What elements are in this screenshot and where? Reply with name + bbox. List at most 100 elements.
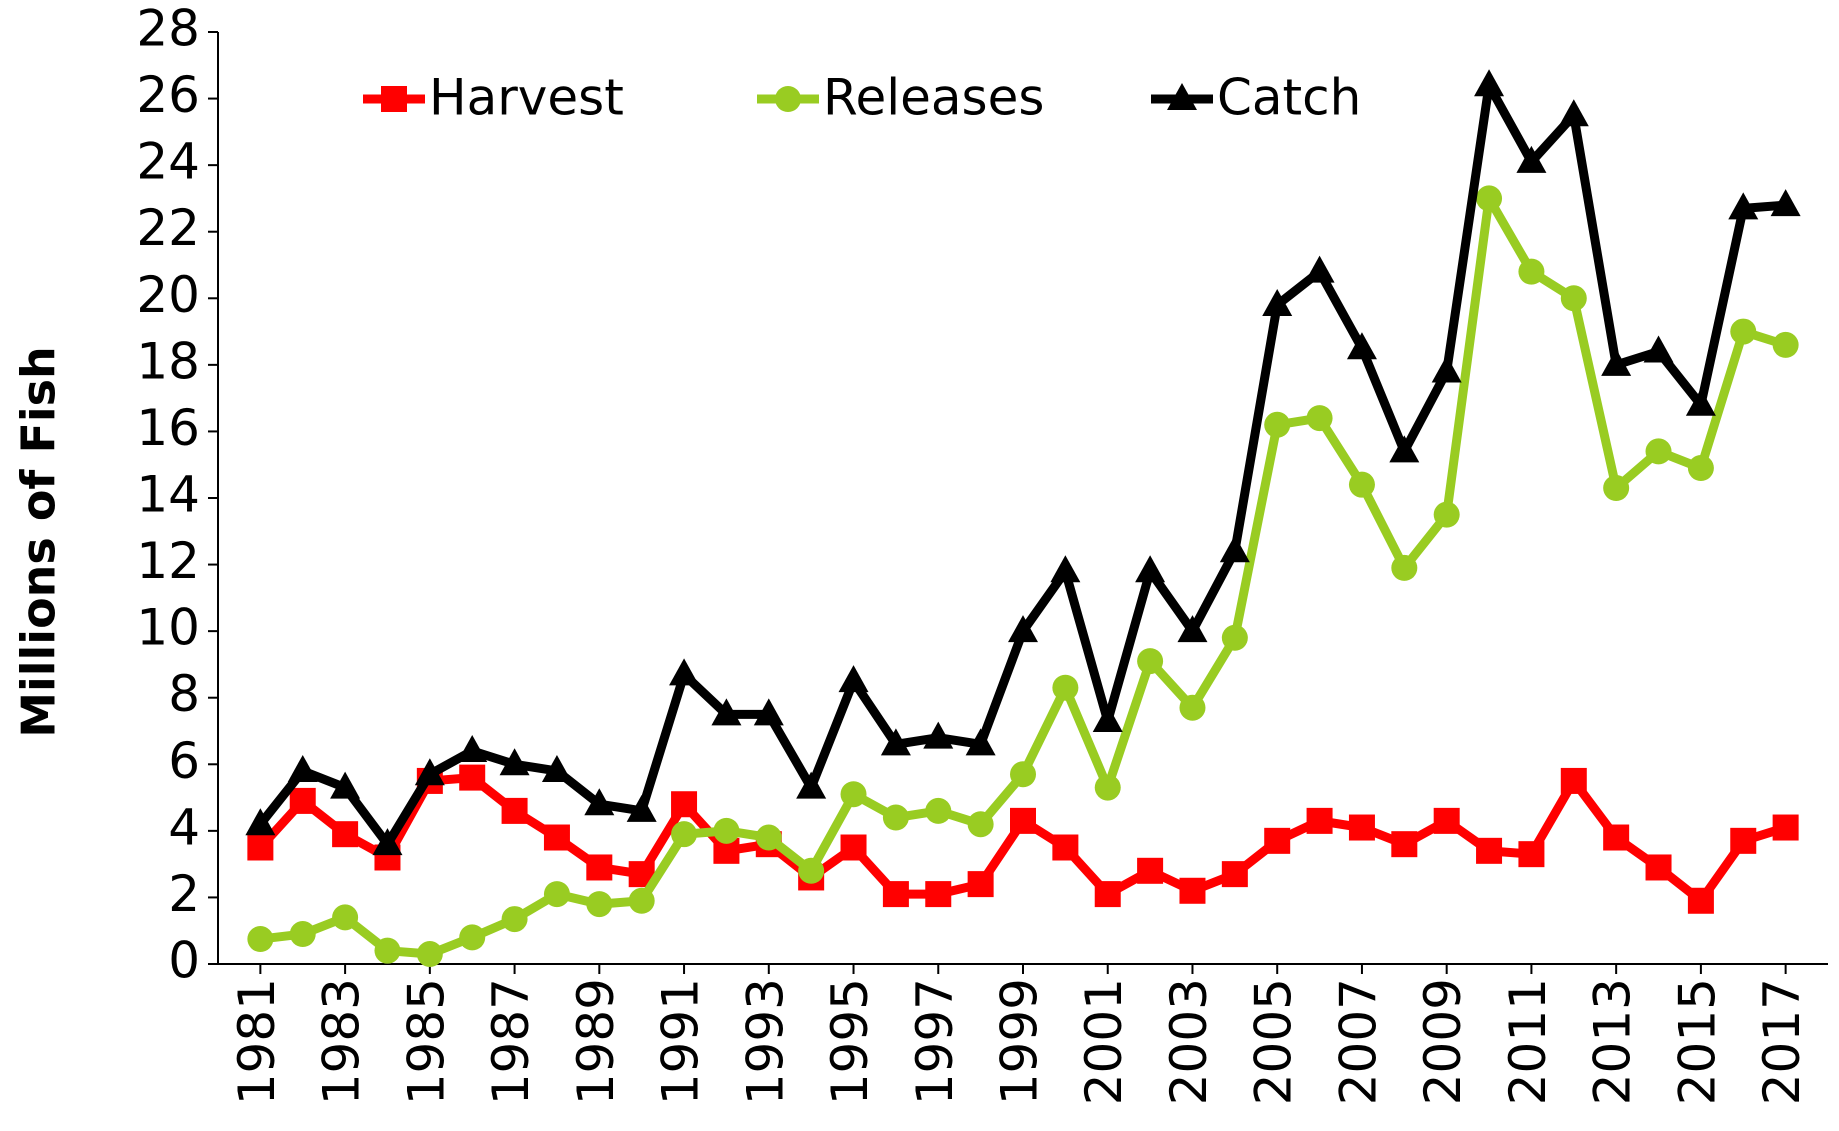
marker bbox=[1262, 288, 1293, 316]
marker bbox=[1431, 355, 1462, 383]
marker bbox=[416, 941, 443, 968]
marker bbox=[1306, 807, 1333, 834]
marker bbox=[840, 781, 867, 808]
marker bbox=[1474, 69, 1505, 97]
marker bbox=[1687, 887, 1714, 914]
marker bbox=[798, 857, 825, 884]
legend-label: Catch bbox=[1217, 69, 1361, 127]
y-tick-label: 22 bbox=[136, 199, 200, 257]
legend-marker bbox=[381, 86, 407, 112]
x-tick-label: 2013 bbox=[1584, 978, 1642, 1105]
marker bbox=[1433, 501, 1460, 528]
marker bbox=[671, 791, 698, 818]
x-tick-label: 2005 bbox=[1245, 978, 1303, 1105]
marker bbox=[1304, 255, 1335, 283]
y-tick-label: 26 bbox=[136, 66, 200, 124]
marker bbox=[459, 924, 486, 951]
marker bbox=[1264, 411, 1291, 438]
legend-marker bbox=[1167, 83, 1197, 110]
marker bbox=[1052, 834, 1079, 861]
x-tick-label: 2011 bbox=[1499, 978, 1557, 1105]
marker bbox=[1348, 814, 1375, 841]
y-tick-label: 2 bbox=[168, 865, 200, 923]
x-tick-label: 1995 bbox=[821, 978, 879, 1105]
marker bbox=[1601, 348, 1632, 376]
marker bbox=[1560, 285, 1587, 312]
marker bbox=[1433, 807, 1460, 834]
marker bbox=[1348, 471, 1375, 498]
x-tick-label: 2017 bbox=[1753, 978, 1811, 1105]
y-tick-label: 4 bbox=[168, 798, 200, 856]
x-tick-label: 2003 bbox=[1160, 978, 1218, 1105]
marker bbox=[1179, 694, 1206, 721]
y-tick-label: 14 bbox=[136, 466, 200, 524]
marker bbox=[925, 881, 952, 908]
x-tick-label: 1999 bbox=[991, 978, 1049, 1105]
y-tick-label: 28 bbox=[136, 0, 200, 58]
legend-label: Harvest bbox=[429, 69, 624, 127]
marker bbox=[671, 821, 698, 848]
legend-label: Releases bbox=[823, 69, 1044, 127]
marker bbox=[669, 658, 700, 686]
marker bbox=[840, 834, 867, 861]
marker bbox=[499, 748, 530, 776]
marker bbox=[1728, 192, 1759, 220]
marker bbox=[374, 937, 401, 964]
marker bbox=[713, 817, 740, 844]
marker bbox=[1558, 99, 1589, 127]
marker bbox=[1476, 185, 1503, 212]
marker bbox=[628, 887, 655, 914]
marker bbox=[1687, 455, 1714, 482]
marker bbox=[287, 754, 318, 782]
marker bbox=[1560, 767, 1587, 794]
marker bbox=[880, 728, 911, 756]
y-tick-label: 6 bbox=[168, 732, 200, 790]
marker bbox=[1772, 814, 1799, 841]
marker bbox=[1391, 554, 1418, 581]
x-tick-label: 1985 bbox=[397, 978, 455, 1105]
marker bbox=[1092, 705, 1123, 733]
marker bbox=[247, 926, 274, 953]
x-tick-label: 1983 bbox=[313, 978, 371, 1105]
marker bbox=[1264, 827, 1291, 854]
marker bbox=[965, 728, 996, 756]
marker bbox=[372, 828, 403, 856]
marker bbox=[1052, 674, 1079, 701]
marker bbox=[1476, 837, 1503, 864]
marker bbox=[1221, 861, 1248, 888]
marker bbox=[1008, 615, 1038, 643]
x-tick-label: 1997 bbox=[906, 978, 964, 1105]
y-tick-label: 24 bbox=[136, 133, 200, 191]
y-tick-label: 18 bbox=[136, 332, 200, 390]
series-line bbox=[257, 773, 1787, 906]
marker bbox=[753, 698, 784, 726]
x-tick-label: 1987 bbox=[482, 978, 540, 1105]
marker bbox=[586, 891, 613, 918]
marker bbox=[1346, 332, 1377, 360]
marker bbox=[1730, 318, 1757, 345]
x-tick-label: 2007 bbox=[1329, 978, 1387, 1105]
marker bbox=[1010, 761, 1036, 788]
x-tick-label: 1991 bbox=[652, 978, 710, 1105]
marker bbox=[1179, 877, 1206, 904]
marker bbox=[245, 808, 276, 836]
marker bbox=[330, 771, 361, 799]
marker bbox=[584, 788, 615, 816]
y-tick-label: 10 bbox=[136, 599, 200, 657]
marker bbox=[1685, 388, 1716, 416]
marker bbox=[541, 754, 572, 782]
marker bbox=[332, 821, 359, 848]
series-line bbox=[256, 80, 1786, 849]
y-axis-title: Millions of Fish bbox=[12, 346, 66, 738]
x-tick-label: 1981 bbox=[228, 978, 286, 1105]
x-tick-label: 1993 bbox=[736, 978, 794, 1105]
marker bbox=[289, 787, 316, 814]
x-tick-label: 2009 bbox=[1414, 978, 1472, 1105]
marker bbox=[1137, 857, 1164, 884]
marker bbox=[1772, 331, 1799, 358]
marker bbox=[1221, 624, 1248, 651]
x-tick-label: 1989 bbox=[567, 978, 625, 1105]
marker bbox=[289, 921, 316, 948]
marker bbox=[586, 854, 613, 881]
